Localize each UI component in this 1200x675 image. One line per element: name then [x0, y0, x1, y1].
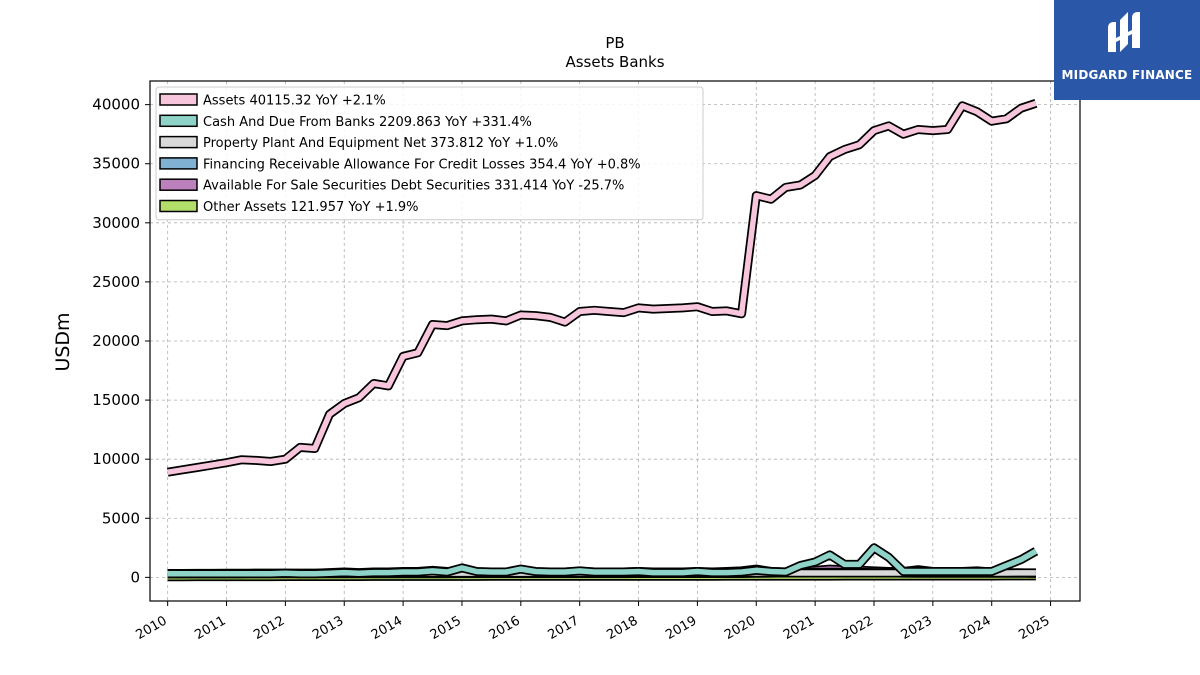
x-tick-label: 2025	[1016, 613, 1052, 643]
series-line	[167, 543, 1039, 579]
legend-label: Available For Sale Securities Debt Secur…	[203, 179, 624, 194]
legend: Assets 40115.32 YoY +2.1% Cash And Due Fr…	[155, 86, 704, 221]
series-line	[166, 99, 1038, 477]
midgard-logo-icon	[1108, 12, 1140, 52]
x-tick-label: 2013	[310, 613, 346, 643]
x-tick-label: 2014	[369, 613, 405, 643]
legend-label: Financing Receivable Allowance For Credi…	[203, 157, 641, 172]
x-tick-label: 2023	[899, 613, 935, 643]
x-tick-label: 2020	[722, 613, 758, 643]
x-tick-label: 2016	[487, 613, 523, 643]
legend-swatch	[159, 178, 198, 191]
legend-swatch	[159, 135, 198, 149]
brand-logo: MIDGARD FINANCE	[1054, 0, 1200, 100]
legend-label: Cash And Due From Banks 2209.863 YoY +33…	[203, 115, 532, 130]
y-tick-label: 10000	[92, 450, 140, 468]
x-tick-label: 2017	[546, 613, 582, 643]
y-tick-label: 40000	[92, 96, 140, 114]
legend-swatch	[159, 157, 198, 170]
legend-label: Property Plant And Equipment Net 373.812…	[203, 136, 558, 151]
y-tick-label: 0	[130, 568, 140, 586]
y-tick-label: 20000	[92, 332, 140, 350]
chart-subtitle: Assets Banks	[565, 53, 664, 71]
y-tick-label: 15000	[92, 391, 140, 409]
y-tick-label: 5000	[102, 509, 140, 527]
y-axis-label: USDm	[52, 312, 74, 371]
legend-swatch	[159, 93, 198, 106]
y-tick-label: 30000	[92, 214, 140, 232]
chart-title: PB	[605, 34, 624, 52]
legend-label: Other Assets 121.957 YoY +1.9%	[203, 200, 419, 215]
series-stroke	[167, 545, 1038, 577]
x-tick-label: 2015	[428, 613, 464, 643]
x-ticks: 2010 2011 2012 2013 2014 2015 2016 2017 2018 2019…	[133, 601, 1053, 643]
legend-swatch	[159, 114, 198, 128]
x-tick-label: 2019	[663, 613, 699, 643]
brand-name: MIDGARD FINANCE	[1061, 68, 1193, 82]
legend-label: Assets 40115.32 YoY +2.1%	[203, 94, 386, 109]
x-tick-label: 2010	[133, 613, 169, 643]
x-tick-label: 2011	[192, 613, 228, 643]
y-tick-label: 25000	[92, 273, 140, 291]
x-tick-label: 2012	[251, 613, 287, 643]
x-tick-label: 2024	[958, 613, 994, 643]
x-tick-label: 2021	[781, 613, 817, 643]
x-tick-label: 2018	[604, 613, 640, 643]
y-tick-label: 35000	[92, 155, 140, 173]
legend-swatch	[159, 199, 198, 213]
series-stroke	[167, 100, 1037, 475]
legend-box	[155, 86, 704, 221]
x-tick-label: 2022	[840, 613, 876, 643]
series-layer	[166, 99, 1039, 582]
y-ticks: 0 5000 10000 15000 20000 25000 30000 35000 40000	[92, 96, 150, 586]
